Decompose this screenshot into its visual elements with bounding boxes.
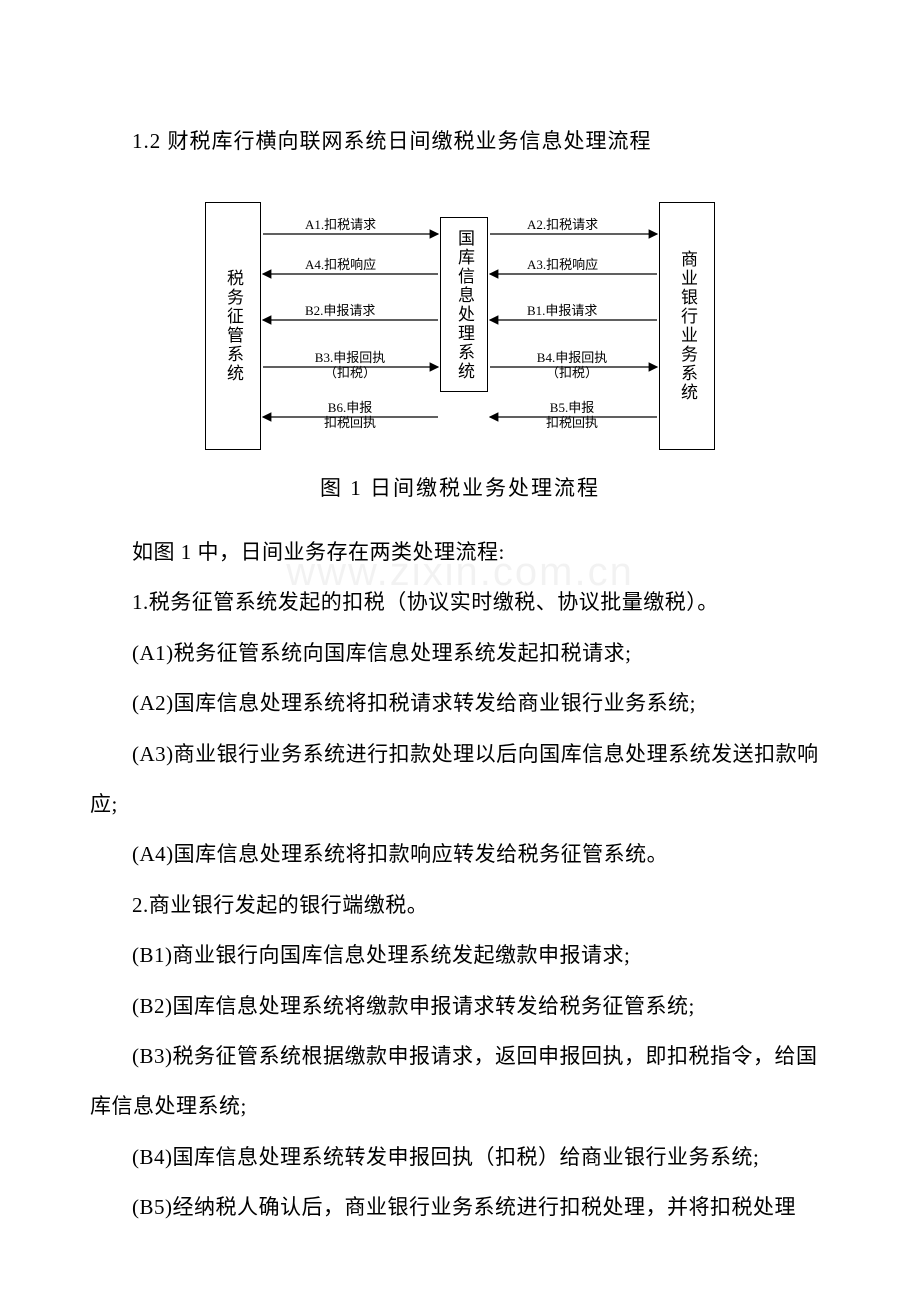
edge-b3-l1: B3.申报回执 bbox=[315, 350, 385, 365]
node-tax-system-label: 税务征管系统 bbox=[222, 269, 244, 383]
para-5: (A4)国库信息处理系统将扣款响应转发给税务征管系统。 bbox=[90, 829, 830, 879]
para-2: (A1)税务征管系统向国库信息处理系统发起扣税请求; bbox=[90, 628, 830, 678]
node-bank-system-label: 商业银行业务系统 bbox=[676, 250, 698, 402]
edge-b2-label: B2.申报请求 bbox=[305, 304, 375, 319]
edge-b6-l1: B6.申报 bbox=[328, 400, 372, 415]
edge-b5-l1: B5.申报 bbox=[550, 400, 594, 415]
para-3: (A2)国库信息处理系统将扣税请求转发给商业银行业务系统; bbox=[90, 678, 830, 728]
document-page: 1.2 财税库行横向联网系统日间缴税业务信息处理流程 税务征管系统 国库信息处理… bbox=[0, 0, 920, 1292]
edge-b3-l2: （扣税） bbox=[324, 365, 376, 380]
edge-b4-l1: B4.申报回执 bbox=[537, 350, 607, 365]
para-8: (B2)国库信息处理系统将缴款申报请求转发给税务征管系统; bbox=[90, 981, 830, 1031]
edge-a2-label: A2.扣税请求 bbox=[527, 218, 598, 233]
edge-b3-label: B3.申报回执 （扣税） bbox=[305, 351, 395, 381]
edge-a3-label: A3.扣税响应 bbox=[527, 258, 598, 273]
edge-b4-l2: （扣税） bbox=[546, 365, 598, 380]
node-bank-system: 商业银行业务系统 bbox=[659, 202, 715, 450]
para-4: (A3)商业银行业务系统进行扣款处理以后向国库信息处理系统发送扣款响应; bbox=[90, 729, 830, 830]
edge-a1-label: A1.扣税请求 bbox=[305, 218, 376, 233]
node-tax-system: 税务征管系统 bbox=[205, 202, 261, 450]
section-heading: 1.2 财税库行横向联网系统日间缴税业务信息处理流程 bbox=[90, 120, 830, 162]
para-11: (B5)经纳税人确认后，商业银行业务系统进行扣税处理，并将扣税处理 bbox=[90, 1182, 830, 1232]
edge-a4-label: A4.扣税响应 bbox=[305, 258, 376, 273]
para-7: (B1)商业银行向国库信息处理系统发起缴款申报请求; bbox=[90, 930, 830, 980]
edge-b4-label: B4.申报回执 （扣税） bbox=[527, 351, 617, 381]
figure-caption: 图 1 日间缴税业务处理流程 bbox=[90, 472, 830, 502]
flow-diagram: 税务征管系统 国库信息处理系统 商业银行业务系统 bbox=[205, 202, 715, 452]
para-9: (B3)税务征管系统根据缴款申报请求，返回申报回执，即扣税指令，给国库信息处理系… bbox=[90, 1031, 830, 1132]
node-treasury-system-label: 国库信息处理系统 bbox=[453, 229, 475, 381]
para-6: 2.商业银行发起的银行端缴税。 bbox=[90, 880, 830, 930]
para-1: 1.税务征管系统发起的扣税（协议实时缴税、协议批量缴税）。 bbox=[90, 577, 830, 627]
edge-b5-label: B5.申报 扣税回执 bbox=[537, 401, 607, 431]
edge-b6-label: B6.申报 扣税回执 bbox=[315, 401, 385, 431]
node-treasury-system: 国库信息处理系统 bbox=[440, 217, 488, 392]
edge-b5-l2: 扣税回执 bbox=[546, 415, 598, 430]
edge-b1-label: B1.申报请求 bbox=[527, 304, 597, 319]
edge-b6-l2: 扣税回执 bbox=[324, 415, 376, 430]
para-10: (B4)国库信息处理系统转发申报回执（扣税）给商业银行业务系统; bbox=[90, 1132, 830, 1182]
para-0: 如图 1 中，日间业务存在两类处理流程: bbox=[90, 527, 830, 577]
